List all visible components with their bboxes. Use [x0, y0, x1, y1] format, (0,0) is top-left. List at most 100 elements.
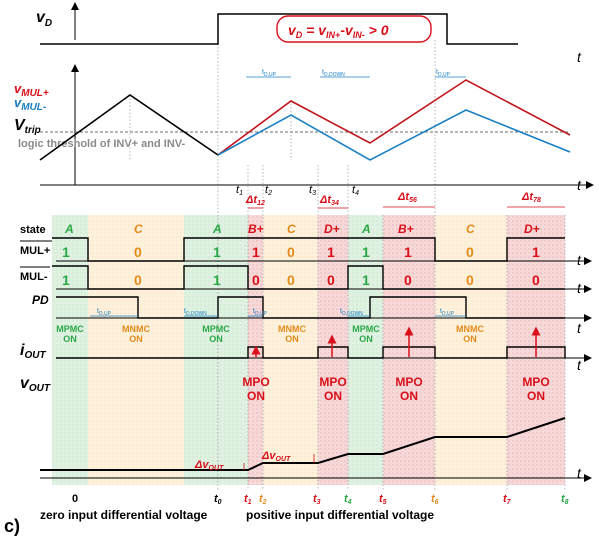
- mpo-label-1: MPO: [242, 375, 269, 389]
- mulm-val-4: 0: [252, 272, 260, 288]
- mnmc-label-1: MNMC: [122, 324, 150, 334]
- vd-t-label: t: [577, 49, 582, 65]
- pd-delay-4: tD,DOWN: [340, 308, 370, 317]
- pd-delay-2: tD,DOWN: [184, 308, 218, 317]
- mpmc-label-2: MPMC: [202, 324, 230, 334]
- delta-label: Δt12: [245, 194, 265, 207]
- state-A-1: A: [64, 222, 74, 236]
- time-t1: t1: [244, 493, 252, 506]
- pd-mode-labels: MPMC ON MNMC ON MPMC ON MNMC ON MPMC ON …: [56, 324, 484, 344]
- mulp-val-3: 1: [213, 244, 221, 260]
- vd-panel: vD vD = vIN+-vIN- > 0 t: [36, 2, 582, 65]
- vd-formula: vD = vIN+-vIN- > 0: [288, 22, 389, 40]
- time-t5: t5: [379, 493, 387, 506]
- mulm-val-3: 1: [213, 272, 221, 288]
- mnmc-label-2: MNMC: [278, 324, 306, 334]
- delay-label: tD,DOWN: [322, 69, 345, 78]
- pd-row: PD t tD,UP tD,DOWN tD,UP tD,DOWN tD,UP M…: [32, 293, 592, 344]
- vd-waveform: [40, 13, 518, 45]
- state-D-2: D+: [524, 222, 540, 236]
- mpo-label-2: MPO: [319, 375, 346, 389]
- state-row: state A C A B+ C D+ A B+ C D+: [20, 222, 540, 236]
- mpo-on-2: ON: [324, 389, 342, 403]
- band-D-1: [318, 215, 348, 485]
- mulm-val-2: 0: [134, 272, 142, 288]
- state-B-2: B+: [398, 222, 414, 236]
- state-label: state: [20, 224, 46, 236]
- delay-label: tD,DOWN: [340, 308, 363, 317]
- mpo-labels: MPO ON MPO ON MPO ON MPO ON: [242, 375, 549, 403]
- state-C-3: C: [466, 222, 475, 236]
- mul-delay-3: tD,UP: [435, 69, 466, 78]
- mpo-label-4: MPO: [522, 375, 549, 389]
- iout-t-label: t: [577, 357, 582, 373]
- iout-row: iOUT t: [20, 326, 592, 373]
- time-t7: t7: [503, 493, 512, 506]
- mpo-label-3: MPO: [395, 375, 422, 389]
- mul-delay-1: tD,UP: [246, 69, 291, 78]
- mulm-val-8: 0: [404, 272, 412, 288]
- mul-time-t1: t1: [236, 184, 243, 197]
- time-t0: t0: [214, 493, 222, 506]
- vd-label: vD: [36, 9, 52, 29]
- logic-threshold-label: logic threshold of INV+ and INV-: [18, 138, 185, 150]
- mul-panel: t vMUL+ vMUL- Vtrip logic threshold of I…: [14, 64, 594, 209]
- mulp-val-9: 0: [466, 244, 474, 260]
- mulm-val-9: 0: [466, 272, 474, 288]
- mul-time-t4: t4: [352, 184, 359, 197]
- bottom-time-labels: 0 t0 t1 t2 t3 t4 t5 t6 t7 t8: [72, 493, 569, 506]
- mulp-val-2: 0: [134, 244, 142, 260]
- vout-waveform: [40, 417, 566, 471]
- delay-label: tD,UP: [97, 308, 112, 317]
- mulp-val-1: 1: [62, 244, 70, 260]
- vout-label: vOUT: [20, 375, 51, 394]
- pd-label: PD: [32, 293, 49, 307]
- region-bands: [52, 215, 565, 485]
- delta-label: Δt78: [521, 191, 541, 204]
- delay-label: tD,UP: [436, 69, 451, 78]
- mulm-label: MUL-: [20, 271, 48, 283]
- mulp-val-8: 1: [404, 244, 412, 260]
- vmul-common-waveform: [39, 94, 219, 161]
- pd-waveform: [56, 296, 565, 319]
- mulp-row: MUL+ t 1 0 1 1 0 1 1 1 0 1: [20, 237, 592, 268]
- band-A-2: [184, 215, 248, 485]
- mulp-val-5: 0: [287, 244, 295, 260]
- mulp-val-4: 1: [252, 244, 260, 260]
- mulm-val-7: 1: [362, 272, 370, 288]
- delta-label: Δt34: [319, 194, 339, 207]
- mulm-waveform: [52, 265, 565, 290]
- mulp-val-6: 1: [327, 244, 335, 260]
- time-t4: t4: [344, 493, 352, 506]
- delta-56: Δt56: [383, 191, 435, 208]
- mulp-val-7: 1: [362, 244, 370, 260]
- state-A-2: A: [212, 222, 222, 236]
- mpmc-label-1: MPMC: [56, 324, 84, 334]
- delay-label: tD,UP: [440, 308, 455, 317]
- vmul-minus-label: vMUL-: [14, 95, 47, 113]
- mulp-waveform: [52, 237, 565, 262]
- band-A-3: [348, 215, 383, 485]
- delay-label: tD,UP: [262, 69, 277, 78]
- delta-78: Δt78: [507, 191, 565, 208]
- vd-formula-box: [276, 15, 432, 43]
- dv-label-1: ΔvOUT: [194, 459, 224, 472]
- vtrip-label: Vtrip: [14, 117, 41, 136]
- delay-label: tD,UP: [253, 308, 268, 317]
- mulp-t-label: t: [577, 252, 582, 268]
- mpmc-on-1: ON: [63, 334, 77, 344]
- band-C-2: [263, 215, 318, 485]
- state-D-1: D+: [324, 222, 340, 236]
- vout-row: vOUT MPO ON MPO ON MPO ON MPO ON t ΔvOUT…: [20, 375, 592, 482]
- mulm-t-label: t: [577, 280, 582, 296]
- band-A-1: [52, 215, 88, 485]
- panel-label: c): [4, 516, 20, 536]
- mnmc-on-1: ON: [129, 334, 143, 344]
- pd-delay-3: tD,UP: [248, 308, 268, 317]
- mul-time-t3: t3: [309, 184, 316, 197]
- mulm-val-5: 0: [287, 272, 295, 288]
- vout-t-label: t: [577, 465, 582, 481]
- pd-delay-5: tD,UP: [435, 308, 466, 317]
